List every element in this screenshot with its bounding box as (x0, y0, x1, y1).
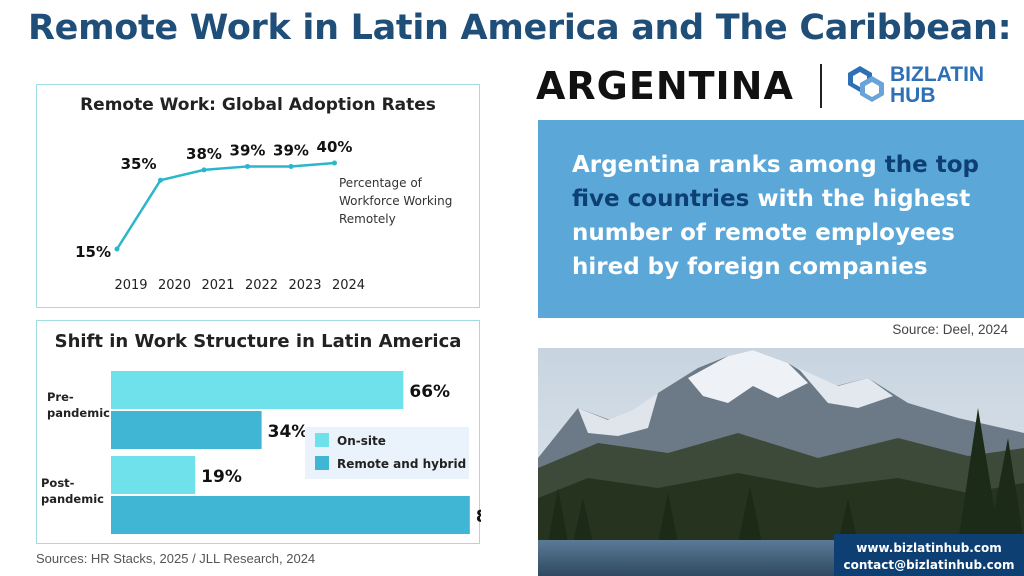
legend-swatch-onsite (315, 433, 329, 447)
legend-label-remote: Remote and hybrid (337, 457, 466, 471)
bar-label-remote-post: 81% (476, 507, 481, 527)
x-tick-2022: 2022 (245, 278, 278, 293)
country-title: ARGENTINA (536, 64, 794, 108)
category-label-post-line1: Post- (41, 476, 75, 490)
logo-text-line1: BIZLATIN (890, 63, 985, 86)
legend-box (305, 427, 469, 479)
legend: On-site Remote and hybrid (305, 427, 469, 479)
contact-website[interactable]: www.bizlatinhub.com (856, 541, 1002, 555)
legend-label-onsite: On-site (337, 434, 386, 448)
bar-onsite-pre (111, 371, 404, 409)
bar-label-onsite-pre: 66% (409, 382, 450, 402)
callout-box: Argentina ranks among the top five count… (538, 120, 1024, 318)
bar-onsite-post (111, 456, 196, 494)
data-label-2022: 39% (230, 141, 266, 159)
page-title: Remote Work in Latin America and The Car… (28, 8, 1012, 48)
data-label-2019: 15% (75, 243, 111, 261)
line-chart-title: Remote Work: Global Adoption Rates (80, 95, 436, 115)
line-chart: 15% 35% 38% 39% 39% 40% 2019 2020 2021 2022 2023 2… (75, 138, 452, 293)
callout-source: Source: Deel, 2024 (892, 322, 1008, 337)
contact-email[interactable]: contact@bizlatinhub.com (843, 558, 1015, 572)
legend-swatch-remote (315, 456, 329, 470)
bizlatinhub-logo: BIZLATIN HUB (846, 60, 1006, 110)
contact-box: www.bizlatinhub.com contact@bizlatinhub.… (834, 534, 1024, 576)
line-point-2020 (158, 177, 163, 183)
data-label-2020: 35% (121, 155, 157, 173)
x-tick-2023: 2023 (288, 278, 321, 293)
x-tick-2021: 2021 (201, 278, 234, 293)
line-point-2019 (114, 246, 120, 252)
global-adoption-panel: Remote Work: Global Adoption Rates 15% 35… (36, 84, 480, 308)
line-point-2022 (245, 163, 250, 169)
callout-highlight: the top five countries (572, 152, 979, 212)
callout-text-part2: with the highest number of remote employ… (572, 186, 971, 280)
bar-chart-title: Shift in Work Structure in Latin America (54, 331, 462, 352)
data-label-2023: 39% (273, 141, 309, 159)
annotation-line-1: Percentage of (339, 176, 423, 190)
category-label-post-line2: pandemic (41, 492, 104, 506)
annotation-line-3: Remotely (339, 212, 396, 226)
line-point-2024 (332, 160, 337, 166)
data-label-2024: 40% (317, 138, 353, 156)
header-divider (820, 64, 822, 108)
line-point-2023 (288, 163, 294, 169)
data-label-2021: 38% (186, 145, 222, 163)
logo-text-line2: HUB (890, 84, 936, 107)
mountain-lake-photo: www.bizlatinhub.com contact@bizlatinhub.… (538, 348, 1024, 576)
bar-remote-post (111, 496, 470, 534)
callout-text: Argentina ranks among the top five count… (572, 148, 996, 284)
logo-mark-icon (848, 66, 884, 102)
bar-label-remote-pre: 34% (268, 422, 309, 442)
callout-text-part1: Argentina ranks among (572, 152, 885, 178)
category-label-pre-line1: Pre- (47, 390, 74, 404)
bar-remote-pre (111, 411, 262, 449)
chart-sources: Sources: HR Stacks, 2025 / JLL Research,… (36, 551, 316, 566)
x-tick-2024: 2024 (332, 278, 365, 293)
annotation-line-2: Workforce Working (339, 194, 452, 208)
x-tick-2020: 2020 (158, 278, 191, 293)
series-line (115, 161, 335, 250)
category-label-pre-line2: pandemic (47, 406, 110, 420)
bar-chart: Pre- pandemic Post- pandemic 66% 19% 34% 81… (41, 371, 481, 534)
line-point-2021 (201, 167, 207, 173)
work-structure-panel: Shift in Work Structure in Latin America… (36, 320, 481, 544)
x-tick-2019: 2019 (114, 278, 147, 293)
bar-label-onsite-post: 19% (201, 467, 242, 487)
